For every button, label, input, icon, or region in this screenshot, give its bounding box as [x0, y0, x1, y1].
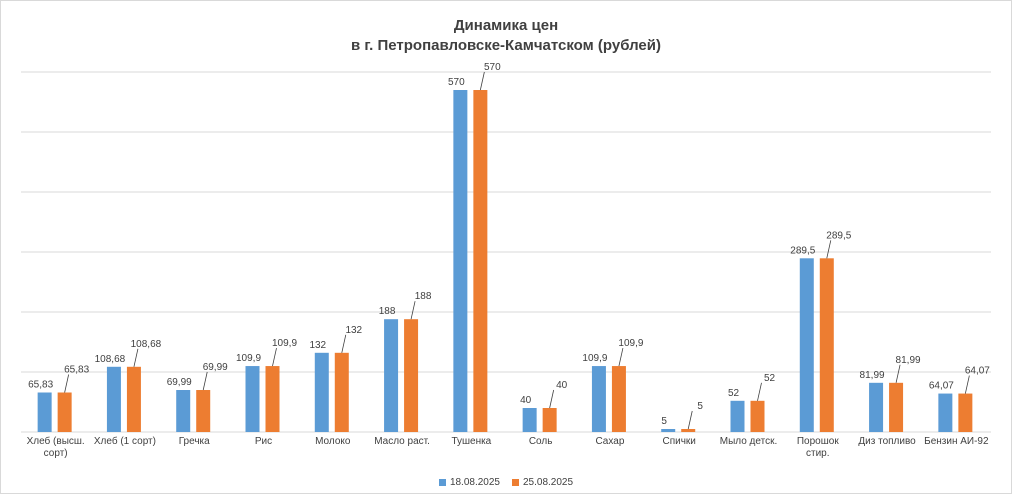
data-label-series-1: 108,68	[95, 354, 126, 365]
data-label-series-1: 132	[309, 340, 326, 351]
bar-series-1	[799, 258, 814, 432]
x-tick-label: Хлеб (1 сорт)	[94, 435, 156, 447]
x-tick-label: Диз топливо	[858, 436, 916, 447]
bar-series-2	[404, 319, 419, 432]
x-tick-label: Спички	[663, 436, 696, 447]
bar-series-2	[126, 366, 141, 432]
bar-series-1	[245, 366, 260, 432]
data-label-series-1: 65,83	[28, 380, 53, 391]
data-label-series-2: 5	[697, 401, 703, 412]
x-tick-label: Тушенка	[451, 436, 491, 447]
data-label-series-2: 289,5	[826, 230, 851, 241]
x-tick-label: Молоко	[315, 436, 351, 447]
data-label-series-1: 109,9	[582, 353, 607, 364]
data-label-series-2: 65,83	[64, 365, 89, 376]
data-label-series-2: 132	[345, 325, 362, 336]
x-tick-label: Рис	[255, 436, 272, 447]
bar-series-2	[958, 393, 973, 432]
data-label-leader	[341, 334, 347, 353]
data-label-leader	[895, 364, 901, 383]
bar-series-2	[611, 366, 626, 432]
legend-label-series-2: 25.08.2025	[523, 477, 574, 488]
bar-series-1	[522, 408, 537, 432]
data-label-leader	[964, 375, 970, 394]
bar-series-1	[591, 366, 606, 432]
data-label-series-1: 69,99	[167, 377, 192, 388]
bar-series-1	[37, 392, 52, 432]
data-label-leader	[687, 410, 693, 430]
legend-swatch-series-1	[438, 479, 446, 486]
x-tick-label: Масло раст.	[374, 436, 430, 447]
x-tick-label: Бензин АИ-92	[924, 436, 989, 447]
data-label-series-2: 64,07	[965, 366, 990, 377]
data-label-series-2: 108,68	[131, 339, 162, 350]
bar-series-2	[542, 408, 557, 432]
bar-series-2	[196, 390, 211, 432]
x-tick-label: Соль	[529, 436, 553, 447]
bar-series-2	[265, 366, 280, 432]
bar-series-1	[384, 319, 399, 432]
data-label-leader	[479, 71, 485, 91]
data-label-leader	[133, 348, 139, 367]
legend-swatch-series-2	[512, 479, 519, 486]
x-tick-label: Гречка	[179, 436, 210, 447]
bar-series-2	[819, 258, 834, 432]
bar-series-2	[334, 352, 349, 432]
data-label-series-2: 188	[415, 291, 432, 302]
data-label-leader	[410, 301, 416, 320]
data-label-series-1: 81,99	[860, 370, 885, 381]
legend-label-series-1: 18.08.2025	[449, 477, 500, 488]
legend: 18.08.2025 25.08.2025	[0, 477, 1012, 488]
bar-series-2	[750, 400, 765, 432]
x-tick-label: Хлеб (высш.	[27, 435, 85, 447]
data-label-series-2: 40	[556, 380, 568, 391]
bar-series-1	[106, 366, 121, 432]
x-tick-label: Сахар	[595, 436, 624, 447]
chart-subtitle: в г. Петропавловске-Камчатском (рублей)	[351, 37, 661, 54]
data-label-series-1: 289,5	[790, 245, 815, 256]
x-tick-label: стир.	[806, 448, 830, 459]
bar-series-1	[453, 90, 468, 432]
bar-series-2	[681, 429, 696, 432]
data-label-leader	[549, 389, 555, 409]
data-label-series-1: 40	[520, 395, 532, 406]
data-label-leader	[618, 347, 624, 367]
data-label-series-1: 64,07	[929, 381, 954, 392]
bar-series-1	[938, 393, 953, 432]
bar-series-2	[57, 392, 72, 432]
bar-series-1	[869, 382, 884, 432]
legend-item-series-2: 25.08.2025	[512, 477, 573, 488]
data-label-series-1: 5	[661, 416, 667, 427]
data-label-series-1: 570	[448, 77, 465, 88]
bar-series-1	[661, 429, 676, 432]
bar-series-1	[314, 352, 329, 432]
data-label-series-1: 188	[379, 306, 396, 317]
x-tick-label: Мыло детск.	[720, 436, 778, 447]
data-label-series-2: 109,9	[272, 338, 297, 349]
data-label-series-2: 69,99	[203, 362, 228, 373]
data-label-leader	[202, 371, 208, 391]
bar-series-1	[730, 400, 745, 432]
legend-item-series-1: 18.08.2025	[438, 477, 500, 488]
data-label-leader	[64, 374, 70, 393]
data-label-series-2: 52	[764, 373, 776, 384]
data-label-series-1: 52	[728, 388, 740, 399]
data-label-leader	[757, 382, 762, 401]
data-label-series-1: 109,9	[236, 353, 261, 364]
data-label-series-2: 570	[484, 62, 501, 73]
x-tick-label: Порошок	[797, 436, 839, 447]
data-label-leader	[272, 347, 277, 367]
data-label-series-2: 109,9	[618, 338, 643, 349]
x-tick-label: сорт)	[44, 448, 68, 459]
chart-title: Динамика цен	[453, 17, 559, 34]
bar-series-2	[473, 90, 488, 432]
bar-series-1	[176, 390, 191, 432]
bar-series-2	[889, 382, 904, 432]
data-label-series-2: 81,99	[896, 355, 921, 366]
data-label-leader	[826, 240, 832, 259]
